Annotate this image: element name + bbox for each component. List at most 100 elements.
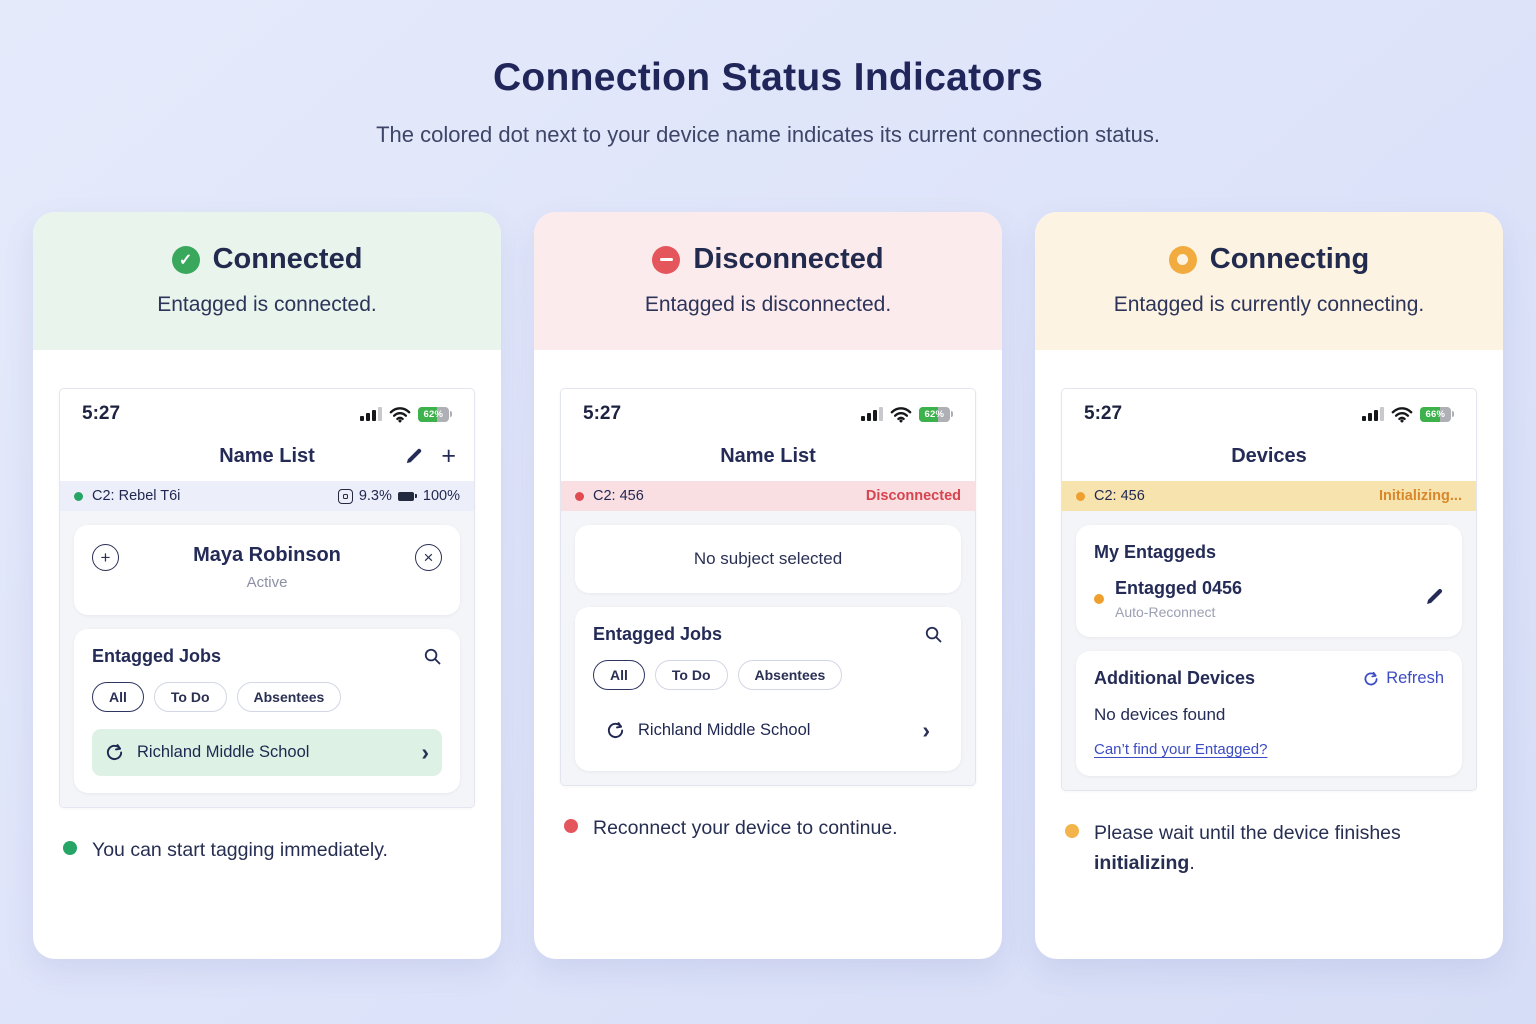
device-name: C2: Rebel T6i <box>92 488 181 504</box>
search-icon[interactable] <box>423 647 442 666</box>
connection-dot-amber <box>1076 491 1085 501</box>
connecting-card-header: Connecting Entagged is currently connect… <box>1035 212 1503 350</box>
circle-close-icon[interactable]: × <box>415 544 442 571</box>
note-text: Please wait until the device finishes in… <box>1094 822 1401 875</box>
job-filters: All To Do Absentees <box>593 660 943 690</box>
device-connection-status: Disconnected <box>865 488 961 504</box>
additional-devices-title: Additional Devices <box>1094 668 1256 688</box>
disconnected-status-title: Disconnected <box>693 243 884 275</box>
battery-percent: 62% <box>423 408 444 420</box>
cellular-signal-icon <box>360 407 382 421</box>
connecting-status-title: Connecting <box>1209 243 1370 275</box>
connecting-card-body: 5:27 66% Devices C2: 456 <box>1035 350 1503 791</box>
clock-time: 5:27 <box>1084 403 1123 424</box>
subject-card: + Maya Robinson Active × <box>74 525 460 615</box>
jobs-title: Entagged Jobs <box>593 624 723 644</box>
wifi-icon <box>890 406 912 422</box>
phone-mockup-disconnected: 5:27 62% Name List C2: 456 <box>560 388 976 786</box>
connection-dot-green <box>74 491 83 501</box>
battery-icon: 62% <box>417 406 452 422</box>
phone-screen-title: Name List <box>720 445 816 467</box>
connected-status-desc: Entagged is connected. <box>157 293 377 316</box>
filter-todo[interactable]: To Do <box>153 682 227 712</box>
connected-card-header: ✓ Connected Entagged is connected. <box>33 212 501 350</box>
disconnected-status-line: Disconnected <box>554 243 982 276</box>
device-status-row: C2: Rebel T6i 9.3% 100% <box>60 481 474 511</box>
refresh-button[interactable]: Refresh <box>1363 669 1444 688</box>
clock-time: 5:27 <box>82 403 121 424</box>
device-identity: C2: 456 <box>575 488 644 504</box>
phone-statusbar: 5:27 62% <box>561 389 975 429</box>
search-icon[interactable] <box>924 625 943 644</box>
my-entagged-name: Entagged 0456 <box>1115 578 1243 598</box>
connecting-note: Please wait until the device finishes in… <box>1035 791 1503 905</box>
device-identity: C2: Rebel T6i <box>74 488 180 504</box>
phone-statusbar: 5:27 66% <box>1062 389 1476 429</box>
edit-device-button[interactable] <box>1424 587 1444 612</box>
job-row[interactable]: Richland Middle School › <box>92 729 442 776</box>
phone-content: My Entaggeds Entagged 0456 Auto-Reconnec… <box>1062 511 1476 790</box>
additional-devices-card: Additional Devices Refresh No devices fo… <box>1076 651 1462 776</box>
jobs-header: Entagged Jobs <box>593 624 943 645</box>
phone-mockup-connected: 5:27 62% Name List + <box>59 388 475 808</box>
connecting-card: Connecting Entagged is currently connect… <box>1035 212 1503 959</box>
sync-icon <box>607 722 624 739</box>
device-status-row: C2: 456 Initializing... <box>1062 481 1476 511</box>
cellular-signal-icon <box>861 407 883 421</box>
device-status-row: C2: 456 Disconnected <box>561 481 975 511</box>
connected-status-title: Connected <box>212 243 363 275</box>
disconnected-card-body: 5:27 62% Name List C2: 456 <box>534 350 1002 786</box>
wifi-icon <box>1391 406 1413 422</box>
clock-time: 5:27 <box>583 403 622 424</box>
connected-status-line: ✓ Connected <box>53 243 481 276</box>
no-subject-card: No subject selected <box>575 525 961 593</box>
circle-plus-icon[interactable]: + <box>92 544 119 571</box>
cant-find-entagged-link[interactable]: Can’t find your Entagged? <box>1094 741 1268 758</box>
my-entagged-info: Entagged 0456 Auto-Reconnect <box>1115 578 1242 620</box>
battery-percent: 66% <box>1425 408 1446 420</box>
filter-all[interactable]: All <box>593 660 645 690</box>
filter-todo[interactable]: To Do <box>654 660 728 690</box>
no-devices-text: No devices found <box>1094 705 1226 724</box>
refresh-icon <box>1364 671 1378 685</box>
my-entaggeds-card: My Entaggeds Entagged 0456 Auto-Reconnec… <box>1076 525 1462 637</box>
device-stats: 9.3% 100% <box>337 488 460 504</box>
page-header: Connection Status Indicators The colored… <box>0 0 1536 148</box>
minus-circle-icon <box>652 245 681 274</box>
disconnected-card: Disconnected Entagged is disconnected. 5… <box>534 212 1002 959</box>
filter-absentees[interactable]: Absentees <box>236 682 342 712</box>
subject-info: Maya Robinson Active <box>119 544 415 591</box>
connected-card: ✓ Connected Entagged is connected. 5:27 … <box>33 212 501 959</box>
phone-titlebar: Name List + <box>60 429 474 481</box>
connecting-status-desc: Entagged is currently connecting. <box>1113 293 1425 316</box>
phone-titlebar: Devices <box>1062 429 1476 481</box>
device-identity: C2: 456 <box>1076 488 1145 504</box>
phone-mockup-connecting: 5:27 66% Devices C2: 456 <box>1061 388 1477 791</box>
note-dot-red <box>564 819 578 833</box>
check-circle-icon: ✓ <box>171 245 200 274</box>
jobs-header: Entagged Jobs <box>92 646 442 667</box>
status-cards-grid: ✓ Connected Entagged is connected. 5:27 … <box>33 212 1503 959</box>
connected-note: You can start tagging immediately. <box>33 808 501 892</box>
disconnected-card-header: Disconnected Entagged is disconnected. <box>534 212 1002 350</box>
job-name: Richland Middle School <box>638 721 811 739</box>
my-entagged-mode: Auto-Reconnect <box>1115 604 1216 620</box>
page-subtitle: The colored dot next to your device name… <box>376 122 1160 147</box>
phone-statusbar: 5:27 62% <box>60 389 474 429</box>
add-icon[interactable]: + <box>441 442 456 470</box>
device-name: C2: 456 <box>1094 488 1145 504</box>
phone-titlebar: Name List <box>561 429 975 481</box>
note-dot-amber <box>1065 824 1079 838</box>
battery-icon: 66% <box>1419 406 1454 422</box>
edit-pencil-icon[interactable] <box>404 447 423 466</box>
job-row[interactable]: Richland Middle School › <box>593 707 943 754</box>
device-name: C2: 456 <box>593 488 644 504</box>
additional-devices-header: Additional Devices Refresh <box>1094 668 1444 689</box>
refresh-label: Refresh <box>1386 669 1444 687</box>
cellular-signal-icon <box>1362 407 1384 421</box>
chevron-right-icon: › <box>421 739 429 765</box>
filter-all[interactable]: All <box>92 682 144 712</box>
my-entaggeds-title: My Entaggeds <box>1094 542 1217 562</box>
disconnected-status-desc: Entagged is disconnected. <box>644 293 892 316</box>
filter-absentees[interactable]: Absentees <box>737 660 843 690</box>
